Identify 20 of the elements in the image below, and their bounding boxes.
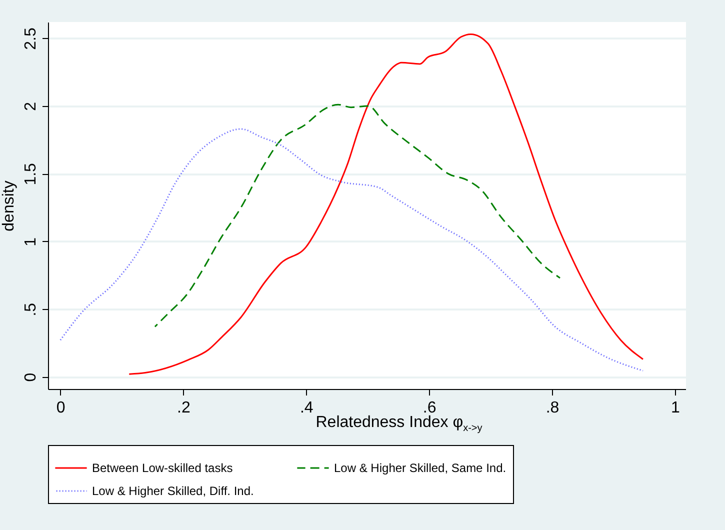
y-tick-label: 1	[22, 237, 40, 246]
legend-label: Between Low-skilled tasks	[92, 461, 233, 475]
x-tick-label: .6	[422, 400, 436, 416]
line-series	[128, 33, 644, 375]
y-tick-label: 0	[22, 372, 40, 382]
y-tick-label: 2	[22, 102, 40, 111]
x-tick-label: 0	[56, 400, 66, 416]
y-tick-label: 1.5	[22, 162, 40, 186]
y-axis-title: density	[0, 180, 18, 232]
y-tick-label: 2.5	[22, 28, 40, 50]
y-tick-label: .5	[22, 302, 40, 316]
line-series	[60, 128, 644, 372]
x-tick-label: .2	[177, 400, 190, 416]
legend-label: Low & Higher Skilled, Same Ind.	[334, 461, 506, 475]
legend-label: Low & Higher Skilled, Diff. Ind.	[92, 484, 254, 498]
x-tick-label: 1	[670, 400, 680, 416]
x-tick-label: .8	[546, 400, 560, 416]
x-axis-title: Relatedness Index φ$_{x->y}$	[316, 414, 482, 434]
line-series	[154, 104, 561, 328]
x-tick-label: .4	[300, 400, 314, 416]
